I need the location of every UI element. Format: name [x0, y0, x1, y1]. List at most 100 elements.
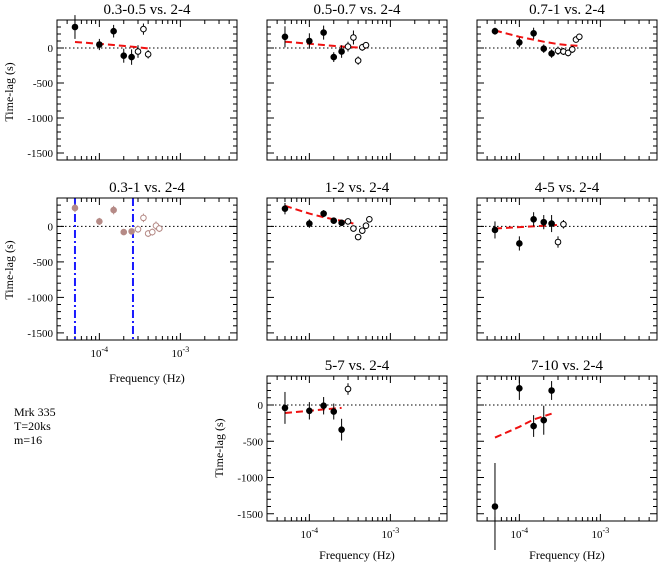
data-point-filled [120, 52, 128, 60]
x-axis-label-panel8: Frequency (Hz) [529, 548, 605, 562]
data-point-open [366, 216, 373, 223]
data-point-filled [338, 426, 345, 433]
data-point-filled [71, 204, 79, 212]
data-point-open [350, 225, 357, 232]
data-point-filled [281, 404, 289, 412]
panel-5 [266, 197, 448, 341]
y-axis-label-row1: Time-lag (s) [2, 62, 16, 121]
data-point-filled [338, 219, 345, 227]
data-point-filled [491, 226, 499, 234]
panel-frame [476, 197, 658, 341]
y-tick-label: 0 [258, 400, 264, 412]
data-point-open [568, 46, 576, 53]
y-tick-label: -500 [33, 78, 54, 90]
x-tick-label: 10-4 [511, 526, 529, 541]
panel-frame [56, 197, 238, 341]
source-name: Mrk 335 [14, 405, 56, 419]
data-point-open [362, 222, 370, 229]
panel-title-2: 0.5-0.7 vs. 2-4 [313, 2, 401, 18]
segment-count: m=16 [14, 433, 43, 447]
data-point-filled [128, 228, 135, 235]
y-tick-label: 0 [48, 221, 54, 233]
x-tick-label: 10-4 [91, 345, 109, 360]
y-axis-label-row2: Time-lag (s) [2, 240, 16, 299]
data-point-open [344, 218, 352, 225]
panel-title-5: 1-2 vs. 2-4 [325, 180, 390, 196]
panel-7: -1500 -1000 -500 0 10-4 10-3 [237, 375, 448, 541]
model-curve [494, 412, 552, 439]
data-point-filled [530, 30, 537, 37]
model-curve [74, 41, 149, 50]
y-tick-label: -1000 [237, 473, 263, 485]
data-point-open [354, 233, 362, 241]
data-point-filled [530, 216, 537, 223]
data-point-filled [540, 45, 548, 53]
data-point-open [134, 48, 142, 55]
panel-6 [476, 197, 658, 341]
data-point-filled [548, 50, 555, 57]
data-point-open [564, 49, 572, 57]
data-point-filled [96, 41, 103, 48]
data-point-filled [330, 408, 338, 415]
x-tick-label: 10-3 [592, 526, 610, 541]
data-point-filled [491, 503, 499, 510]
data-point-filled [548, 387, 555, 394]
x-tick-label: 10-3 [382, 526, 400, 541]
panel-frame [266, 375, 448, 522]
x-axis-label-panel7: Frequency (Hz) [319, 548, 395, 562]
panel-8: 10-4 10-3 [476, 375, 658, 550]
data-point-filled [281, 205, 289, 212]
model-curve [284, 40, 367, 49]
panel-frame [266, 197, 448, 341]
data-point-filled [330, 217, 338, 225]
y-tick-label: 0 [48, 43, 54, 55]
data-point-open [134, 225, 142, 233]
data-point-filled [306, 407, 313, 415]
exposure-time: T=20ks [14, 419, 51, 433]
data-point-filled [548, 220, 555, 227]
data-point-open [144, 51, 152, 58]
y-tick-label: -500 [33, 257, 54, 269]
data-point-filled [516, 385, 523, 392]
data-point-filled [120, 228, 128, 236]
panel-frame [266, 19, 448, 161]
data-point-open [140, 214, 147, 222]
panel-title-4: 0.3-1 vs. 2-4 [109, 180, 185, 196]
data-point-open [576, 33, 583, 41]
data-point-open [358, 227, 366, 234]
panel-frame [56, 19, 238, 161]
data-point-open [554, 47, 562, 55]
data-point-open [560, 220, 567, 228]
panel-title-7: 5-7 vs. 2-4 [325, 358, 390, 374]
panel-frame [476, 19, 658, 161]
data-point-open [148, 228, 156, 236]
panel-title-1: 0.3-0.5 vs. 2-4 [103, 2, 191, 18]
data-point-filled [306, 220, 313, 227]
panel-frame [476, 375, 658, 522]
data-point-open [354, 57, 362, 64]
panel-title-3: 0.7-1 vs. 2-4 [529, 2, 605, 18]
data-point-filled [110, 206, 117, 214]
x-tick-label: 10-4 [301, 526, 319, 541]
data-point-filled [516, 240, 523, 247]
data-point-filled [71, 23, 79, 31]
data-point-filled [320, 402, 327, 410]
data-point-open [344, 43, 352, 50]
data-point-filled [320, 29, 327, 36]
data-point-filled [338, 48, 345, 55]
panel-3 [476, 19, 658, 161]
data-point-filled [516, 39, 523, 46]
data-point-filled [128, 53, 135, 61]
panel-title-8: 7-10 vs. 2-4 [531, 358, 604, 374]
y-tick-label: -1000 [27, 113, 53, 125]
data-point-open [350, 34, 357, 41]
data-point-filled [530, 422, 537, 430]
y-tick-label: -1500 [27, 328, 53, 340]
y-tick-label: -1500 [27, 148, 53, 160]
data-point-filled [540, 218, 548, 226]
panel-4: -1500 -1000 -500 0 10-4 10-3 [27, 197, 238, 360]
data-point-open [344, 385, 352, 393]
data-point-filled [110, 27, 117, 35]
source-info: Mrk 335 T=20ks m=16 [14, 405, 56, 447]
